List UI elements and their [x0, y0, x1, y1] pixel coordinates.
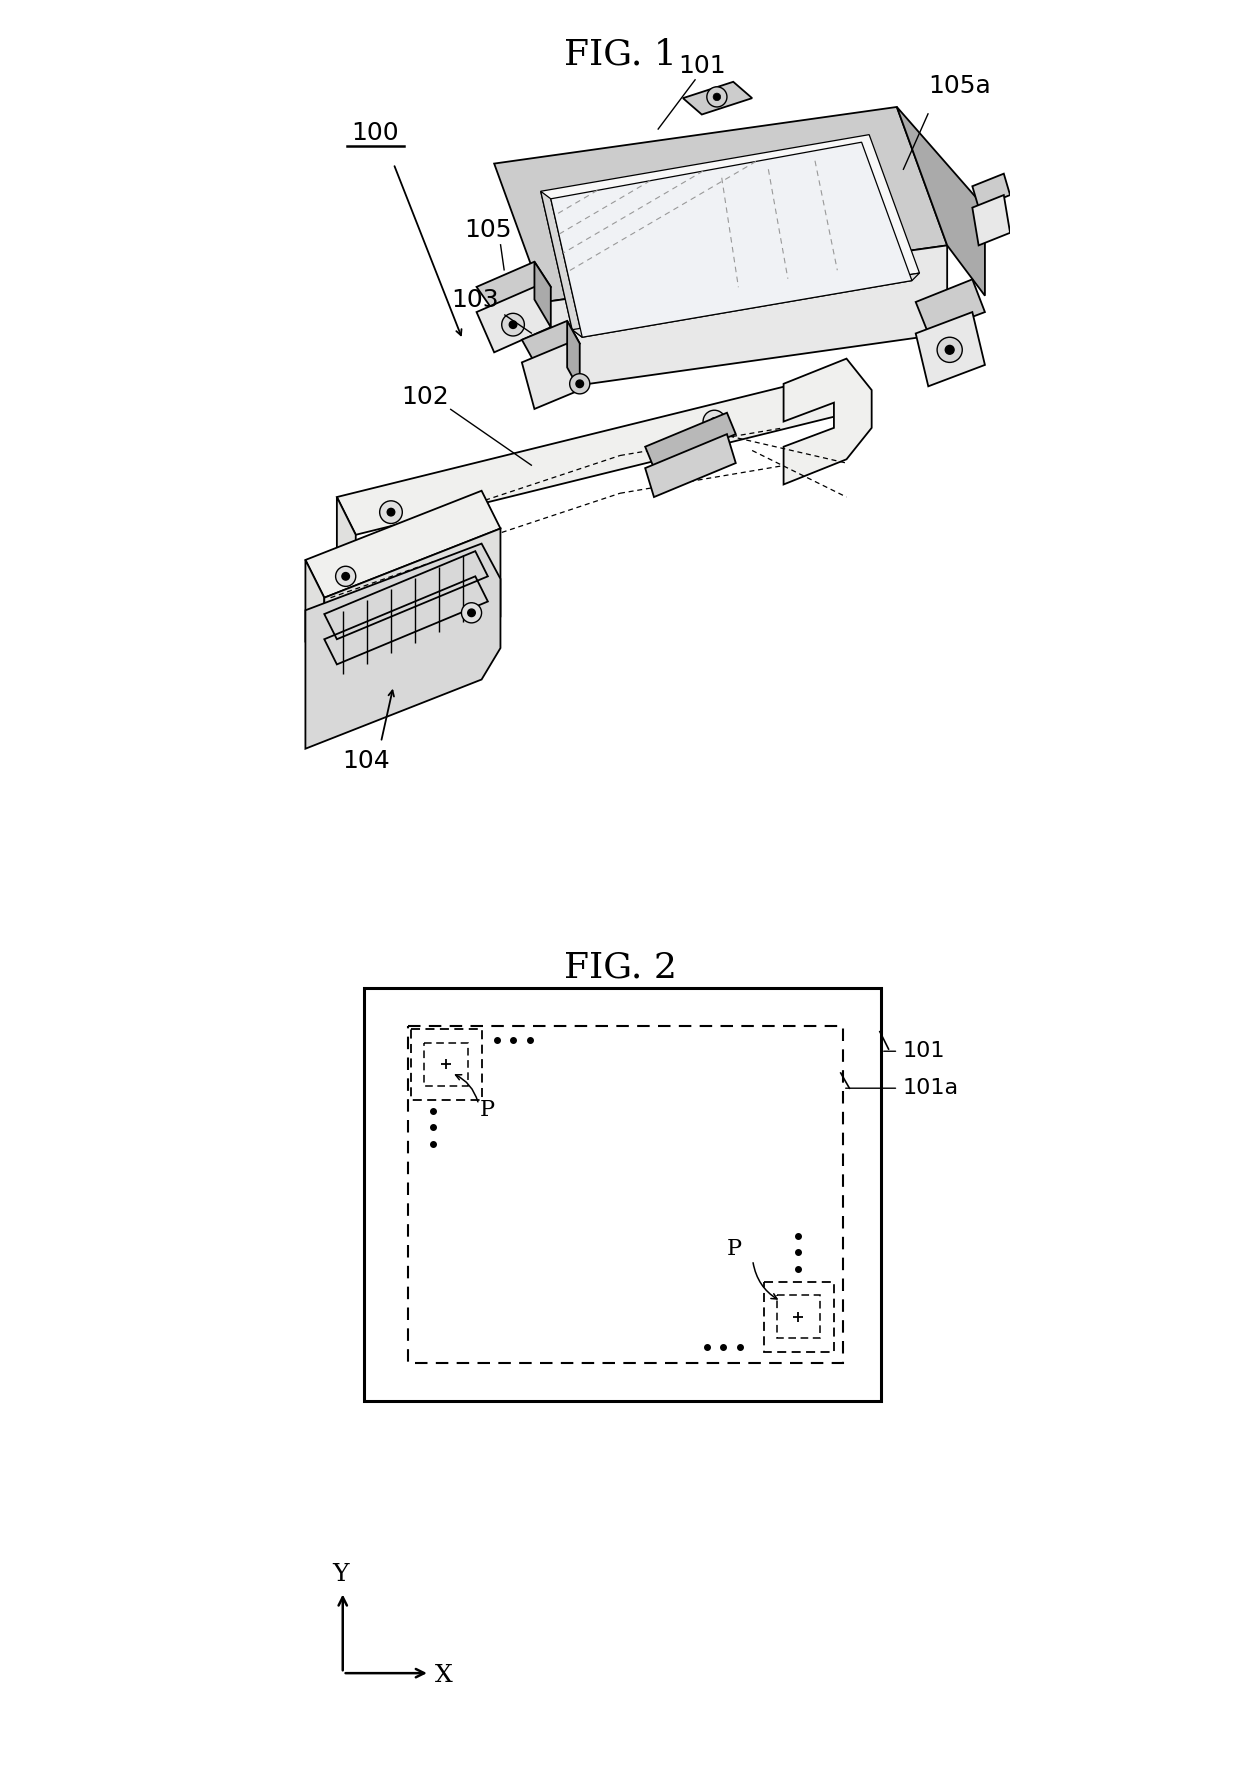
Circle shape	[937, 336, 962, 363]
Polygon shape	[337, 498, 356, 629]
Polygon shape	[522, 321, 580, 363]
Polygon shape	[551, 142, 911, 336]
Polygon shape	[915, 280, 985, 333]
Circle shape	[707, 87, 727, 106]
Circle shape	[461, 602, 481, 623]
Polygon shape	[534, 262, 551, 328]
Bar	[365, 988, 880, 1401]
Circle shape	[387, 508, 394, 515]
Text: Y: Y	[332, 1564, 348, 1587]
Bar	[764, 1282, 835, 1353]
Polygon shape	[522, 344, 580, 409]
Polygon shape	[495, 106, 947, 303]
Circle shape	[379, 501, 402, 524]
Circle shape	[510, 321, 517, 328]
Polygon shape	[541, 135, 920, 329]
Polygon shape	[784, 360, 872, 485]
Text: 103: 103	[451, 289, 500, 312]
Text: 101: 101	[678, 55, 725, 78]
Circle shape	[342, 572, 350, 581]
Polygon shape	[305, 544, 501, 749]
Polygon shape	[645, 434, 735, 498]
Polygon shape	[325, 528, 501, 685]
Text: 101a: 101a	[903, 1079, 959, 1098]
Polygon shape	[544, 246, 947, 390]
Circle shape	[569, 374, 590, 393]
Polygon shape	[645, 413, 735, 468]
Text: P: P	[727, 1238, 742, 1261]
Polygon shape	[897, 106, 985, 296]
Polygon shape	[915, 312, 985, 386]
Text: 102: 102	[401, 384, 449, 409]
Circle shape	[502, 313, 525, 336]
Polygon shape	[541, 191, 583, 336]
Text: 100: 100	[351, 120, 398, 145]
Circle shape	[945, 345, 954, 354]
Text: X: X	[435, 1663, 453, 1686]
Polygon shape	[337, 372, 866, 535]
Polygon shape	[567, 321, 580, 390]
Text: 105a: 105a	[929, 74, 991, 97]
Text: 101: 101	[903, 1041, 945, 1061]
Circle shape	[336, 567, 356, 586]
Polygon shape	[972, 195, 1011, 246]
Circle shape	[711, 418, 718, 425]
Text: 104: 104	[342, 749, 389, 772]
Bar	[408, 1025, 843, 1364]
Text: 105: 105	[464, 218, 512, 241]
Circle shape	[467, 609, 475, 616]
Polygon shape	[305, 560, 325, 680]
Polygon shape	[683, 81, 753, 115]
Polygon shape	[305, 491, 501, 599]
Text: FIG. 2: FIG. 2	[563, 949, 677, 985]
Circle shape	[575, 381, 584, 388]
Bar	[412, 1029, 482, 1100]
Bar	[776, 1295, 820, 1339]
Bar	[424, 1043, 467, 1086]
Polygon shape	[572, 273, 920, 336]
Circle shape	[703, 411, 725, 432]
Text: FIG. 1: FIG. 1	[563, 37, 677, 73]
Circle shape	[713, 94, 720, 101]
Polygon shape	[476, 287, 551, 352]
Polygon shape	[476, 262, 551, 312]
Text: P: P	[480, 1100, 495, 1121]
Polygon shape	[972, 174, 1011, 207]
